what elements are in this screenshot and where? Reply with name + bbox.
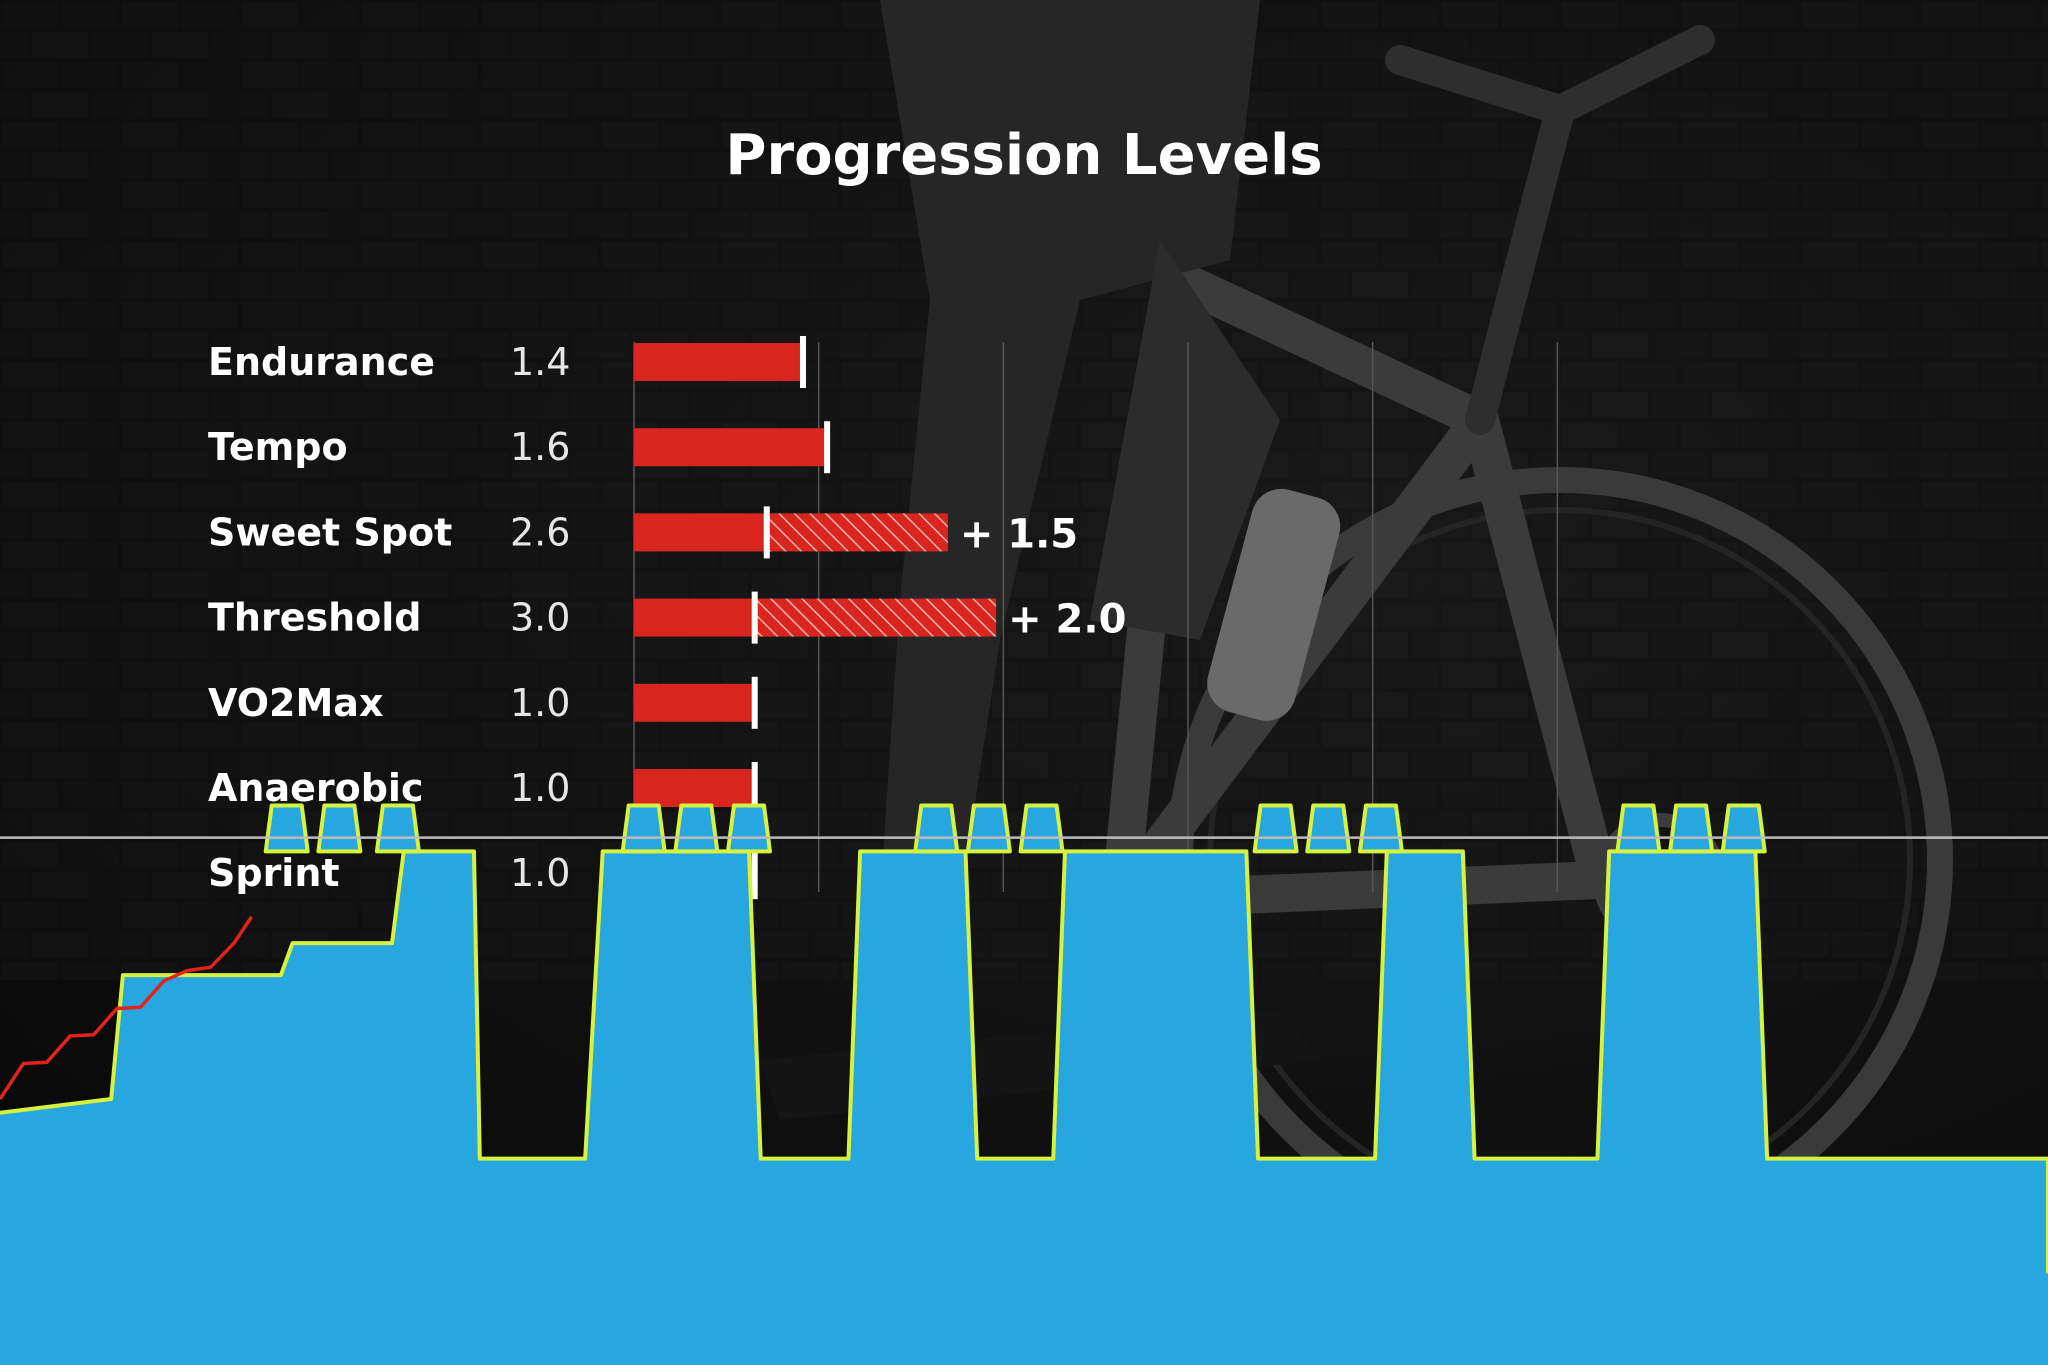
bar <box>634 598 755 637</box>
bar <box>634 769 755 807</box>
interval-spike <box>316 803 363 854</box>
bar-increase <box>766 513 948 552</box>
bar-increase <box>754 598 997 637</box>
chart-title: Progression Levels <box>725 123 1322 188</box>
rider-silhouette <box>880 0 1260 900</box>
bar <box>634 428 828 467</box>
interval-spike <box>1668 803 1715 854</box>
bar <box>634 343 803 381</box>
level-marker <box>763 506 770 559</box>
value-label: 1.0 <box>510 681 570 725</box>
interval-spike <box>965 803 1012 854</box>
workout-area <box>0 851 2048 1365</box>
level-marker <box>824 421 831 474</box>
interval-spike <box>1357 803 1404 854</box>
value-label: 1.6 <box>510 425 570 469</box>
level-marker <box>751 676 758 729</box>
interval-spike <box>263 803 310 854</box>
interval-spike <box>1720 803 1767 854</box>
workout-profile <box>0 803 2048 1365</box>
category-label: Threshold <box>208 596 422 640</box>
interval-spike <box>1018 803 1065 854</box>
bar <box>634 513 767 552</box>
interval-spike <box>725 803 772 854</box>
interval-spike <box>620 803 667 854</box>
value-label: 1.0 <box>510 851 570 895</box>
interval-spike <box>913 803 960 854</box>
level-marker <box>799 336 806 388</box>
power-trace-line <box>0 915 254 1100</box>
interval-spike <box>1252 803 1299 854</box>
increase-label: + 2.0 <box>1008 597 1126 643</box>
category-label: Sweet Spot <box>208 510 452 554</box>
level-marker <box>751 591 758 644</box>
bar <box>634 683 755 722</box>
interval-spike <box>1305 803 1352 854</box>
interval-spike <box>1615 803 1662 854</box>
bars-layer: Endurance 1.4 Tempo 1.6 Sweet Spot 2.6 + 1.5 Th… <box>208 336 1126 900</box>
interval-spike <box>374 803 421 854</box>
value-label: 1.4 <box>510 340 570 384</box>
value-label: 3.0 <box>510 596 570 640</box>
level-marker <box>751 847 758 900</box>
category-label: Sprint <box>208 851 340 895</box>
interval-spike <box>673 803 720 854</box>
value-label: 1.0 <box>510 766 570 810</box>
category-label: Anaerobic <box>208 766 423 810</box>
value-label: 2.6 <box>510 510 570 554</box>
increase-label: + 1.5 <box>960 511 1078 557</box>
water-bottle <box>1207 488 1341 721</box>
category-label: VO2Max <box>208 681 383 725</box>
category-label: Tempo <box>208 425 348 469</box>
level-marker <box>751 762 758 814</box>
category-label: Endurance <box>208 340 435 384</box>
